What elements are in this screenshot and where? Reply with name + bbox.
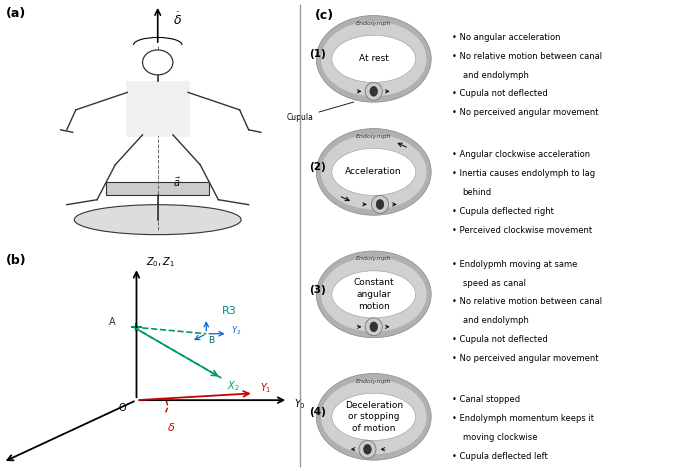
Text: At rest: At rest <box>359 54 389 64</box>
Text: of motion: of motion <box>352 424 396 433</box>
Text: Endolymph: Endolymph <box>356 256 392 261</box>
Ellipse shape <box>370 87 377 96</box>
Ellipse shape <box>74 205 241 235</box>
Text: (c): (c) <box>314 9 334 23</box>
Text: $Y_2$: $Y_2$ <box>231 325 241 337</box>
Ellipse shape <box>376 200 384 209</box>
Text: • Perceived clockwise movement: • Perceived clockwise movement <box>452 226 592 235</box>
Ellipse shape <box>321 257 427 332</box>
Ellipse shape <box>321 135 427 209</box>
Text: speed as canal: speed as canal <box>463 278 526 288</box>
Text: • No angular acceleration: • No angular acceleration <box>452 33 560 42</box>
Ellipse shape <box>316 129 431 215</box>
Ellipse shape <box>365 318 382 336</box>
Text: R3: R3 <box>222 306 236 316</box>
Text: behind: behind <box>463 188 492 197</box>
Text: $\dot{\delta}$: $\dot{\delta}$ <box>173 11 182 28</box>
Ellipse shape <box>363 445 371 454</box>
Text: angular: angular <box>357 290 391 299</box>
Polygon shape <box>127 82 188 135</box>
Text: • No perceived angular movement: • No perceived angular movement <box>452 108 598 117</box>
Ellipse shape <box>316 16 431 102</box>
Ellipse shape <box>316 374 431 460</box>
Text: (2): (2) <box>309 162 326 172</box>
Text: • Cupula deflected right: • Cupula deflected right <box>452 207 553 216</box>
Text: Acceleration: Acceleration <box>345 167 402 177</box>
Text: • No perceived angular movement: • No perceived angular movement <box>452 354 598 363</box>
Text: moving clockwise: moving clockwise <box>463 433 537 442</box>
Text: • Cupula deflected left: • Cupula deflected left <box>452 452 547 461</box>
Text: • Cupula not deflected: • Cupula not deflected <box>452 89 547 98</box>
Text: Endolymph: Endolymph <box>356 379 392 384</box>
Text: Endolymph: Endolymph <box>356 134 392 139</box>
Text: • Canal stopped: • Canal stopped <box>452 395 520 404</box>
Text: • Endolypmh moving at same: • Endolypmh moving at same <box>452 260 577 269</box>
Text: B: B <box>208 336 214 345</box>
Text: O: O <box>119 403 126 413</box>
Text: • No relative motion between canal: • No relative motion between canal <box>452 297 602 307</box>
Text: • Cupula not deflected: • Cupula not deflected <box>452 335 547 344</box>
Bar <box>106 182 209 195</box>
Text: $\vec{a}$: $\vec{a}$ <box>173 176 181 189</box>
Ellipse shape <box>143 50 173 75</box>
Text: motion: motion <box>358 301 390 311</box>
Text: • Endolymph momentum keeps it: • Endolymph momentum keeps it <box>452 414 594 423</box>
Text: $X_2$: $X_2$ <box>228 379 240 393</box>
Ellipse shape <box>332 393 416 440</box>
Text: • Angular clockwise acceleration: • Angular clockwise acceleration <box>452 150 590 159</box>
Ellipse shape <box>321 22 427 96</box>
Text: (1): (1) <box>309 49 326 59</box>
Text: $Y_0$: $Y_0$ <box>295 397 306 411</box>
Text: $\delta$: $\delta$ <box>167 421 175 433</box>
Ellipse shape <box>321 380 427 454</box>
Text: (b): (b) <box>6 254 27 267</box>
Text: Endolymph: Endolymph <box>356 21 392 26</box>
Ellipse shape <box>371 195 389 213</box>
Text: $Z_0, Z_1$: $Z_0, Z_1$ <box>146 255 175 269</box>
Text: or stopping: or stopping <box>348 412 400 422</box>
Text: (a): (a) <box>6 8 26 21</box>
Text: $Y_1$: $Y_1$ <box>259 381 272 395</box>
Ellipse shape <box>332 148 416 195</box>
Ellipse shape <box>332 271 416 318</box>
Ellipse shape <box>365 82 382 100</box>
Text: (3): (3) <box>309 284 326 295</box>
Text: • Inertia causes endolymph to lag: • Inertia causes endolymph to lag <box>452 169 594 178</box>
Text: (4): (4) <box>309 407 326 417</box>
Text: and endolymph: and endolymph <box>463 71 528 80</box>
Text: $X_0$: $X_0$ <box>0 456 1 471</box>
Ellipse shape <box>370 322 377 332</box>
Text: Deceleration: Deceleration <box>344 400 403 410</box>
Ellipse shape <box>359 440 376 458</box>
Text: Cupula: Cupula <box>286 102 354 122</box>
Text: • No relative motion between canal: • No relative motion between canal <box>452 52 602 61</box>
Ellipse shape <box>316 251 431 338</box>
Text: and endolymph: and endolymph <box>463 316 528 325</box>
Text: Constant: Constant <box>353 278 394 287</box>
Ellipse shape <box>332 35 416 82</box>
Text: A: A <box>109 317 116 327</box>
